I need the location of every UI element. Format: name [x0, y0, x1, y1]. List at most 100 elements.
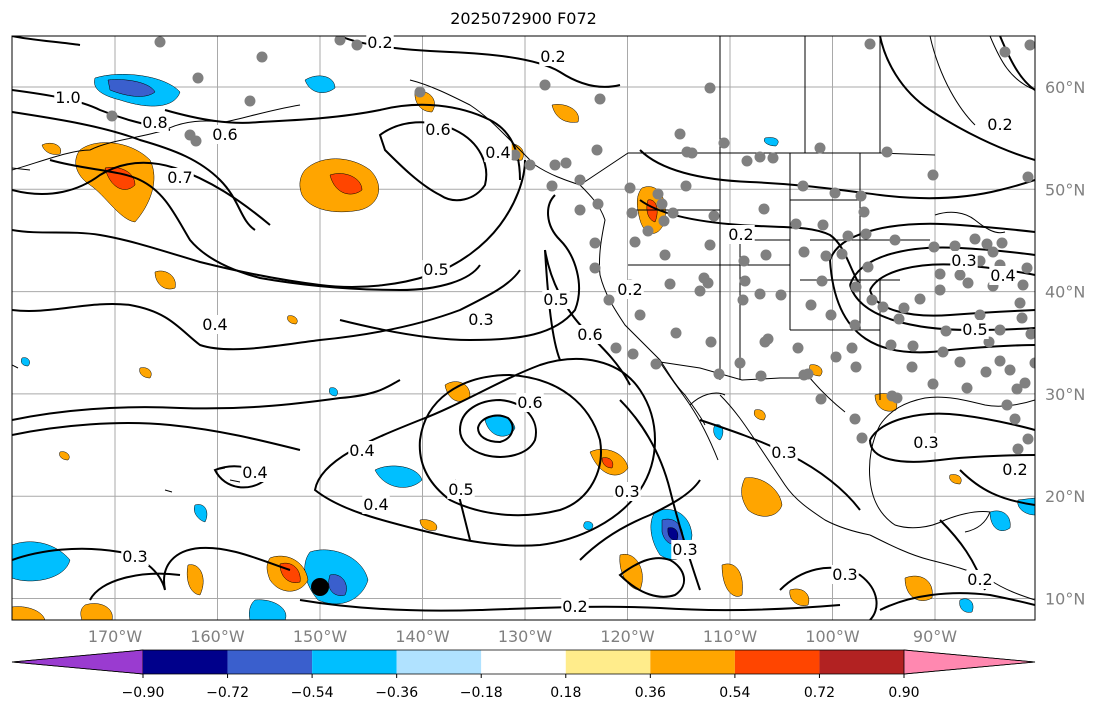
station-dot [754, 288, 766, 300]
contour-0.5-mid [418, 373, 602, 517]
station-dot [881, 146, 893, 158]
station-dot [1029, 357, 1035, 369]
colorbar-swatch [734, 650, 820, 674]
lon-label: 140°W [395, 627, 450, 646]
anomaly-blue-n-pacific [304, 75, 336, 93]
lon-label: 160°W [190, 627, 245, 646]
station-dot [767, 152, 779, 164]
station-dot [999, 46, 1011, 58]
colorbar-tick-label: −0.18 [460, 685, 503, 701]
lon-label: 100°W [805, 627, 860, 646]
station-dot [825, 309, 837, 321]
contour-0.2-us [639, 149, 1035, 200]
station-dot [928, 241, 940, 253]
station-dot [414, 86, 426, 98]
contour-label-bg [516, 393, 544, 412]
station-dot [1004, 364, 1016, 376]
contour-label: 0.2 [987, 115, 1012, 134]
contour-0.6-a [12, 161, 271, 226]
anomaly-blue-small2 [329, 387, 338, 397]
contour-label-bg [616, 280, 644, 299]
anomaly-blue-small4 [764, 137, 779, 147]
station-dot [713, 368, 725, 380]
contour-0.3-sw [89, 572, 181, 601]
contour-label: 0.4 [990, 266, 1015, 285]
station-dot [1017, 279, 1029, 291]
station-dot [814, 142, 826, 154]
contour-label: 0.6 [425, 120, 450, 139]
contour-label: 0.4 [363, 495, 388, 514]
contour-label-bg [54, 88, 82, 107]
station-dot [849, 319, 861, 331]
station-dot [560, 157, 572, 169]
contour-label-bg [1001, 460, 1029, 479]
station-dot [704, 82, 716, 94]
contour-label: 0.8 [142, 113, 167, 132]
station-dot [934, 284, 946, 296]
border-us-mexico [659, 361, 846, 413]
station-dot [658, 215, 670, 227]
contour-label-bg [121, 547, 149, 566]
station-dot [850, 361, 862, 373]
station-dot [334, 36, 346, 46]
anomaly-orange-small3 [419, 519, 438, 531]
lon-label: 130°W [498, 627, 553, 646]
station-dot [659, 249, 671, 261]
contour-label-bg [422, 260, 450, 279]
contour-label-bg [366, 33, 394, 52]
contour-0.8 [12, 111, 256, 231]
station-dot [790, 218, 802, 230]
station-dot [705, 336, 717, 348]
contour-label: 0.2 [967, 570, 992, 589]
station-dot [652, 188, 664, 200]
contour-label: 0.3 [122, 547, 147, 566]
station-dot [906, 361, 918, 373]
contour-label-bg [950, 251, 978, 270]
anomaly-orange-sw2 [12, 606, 46, 620]
station-dot [1001, 399, 1013, 411]
station-dot [1012, 443, 1024, 455]
latitude-labels: 60°N 50°N 40°N 30°N 20°N 10°N [1045, 78, 1085, 609]
contour-label: 0.4 [202, 315, 227, 334]
station-dot [546, 180, 558, 192]
station-dot [594, 93, 606, 105]
station-dot [856, 432, 868, 444]
contour-label: 0.5 [543, 290, 568, 309]
contour-label: 0.5 [423, 260, 448, 279]
contour-label: 0.4 [349, 441, 374, 460]
anomaly-orange-small5 [139, 367, 152, 379]
contour-label: 0.3 [832, 565, 857, 584]
contour-label-bg [467, 310, 495, 329]
station-dot [1019, 377, 1031, 389]
anomaly-blue-sw2-inner [328, 574, 347, 596]
contour-0.4-b [12, 379, 401, 421]
contour-label-bg [727, 225, 755, 244]
anomaly-blue-hawaii-n [374, 465, 423, 488]
colorbar-swatch [481, 650, 566, 674]
station-dot [574, 174, 586, 186]
station-dot [656, 198, 668, 210]
station-dot [674, 128, 686, 140]
station-dot [1014, 297, 1026, 309]
anomaly-orange-small6 [754, 409, 766, 421]
station-dot [624, 182, 636, 194]
contour-0.5 [12, 159, 526, 288]
station-dot [1024, 39, 1035, 51]
station-dot [549, 159, 561, 171]
contour-0.4-mid [313, 358, 656, 547]
contour-label-bg [211, 125, 239, 144]
station-dot [1009, 413, 1021, 425]
station-dot [927, 378, 939, 390]
station-dot [820, 250, 832, 262]
contour-label: 0.5 [448, 480, 473, 499]
station-dot [994, 355, 1006, 367]
contour-label: 0.2 [617, 280, 642, 299]
station-dot [509, 149, 521, 161]
station-dot [737, 294, 749, 306]
colorbar-tick-label: −0.72 [206, 685, 249, 701]
station-dot [650, 358, 662, 370]
coast-bc-us [579, 184, 706, 426]
contour-0.3-a [12, 422, 301, 451]
contour-0.3-gulf [869, 412, 1035, 463]
station-dot [862, 261, 874, 273]
